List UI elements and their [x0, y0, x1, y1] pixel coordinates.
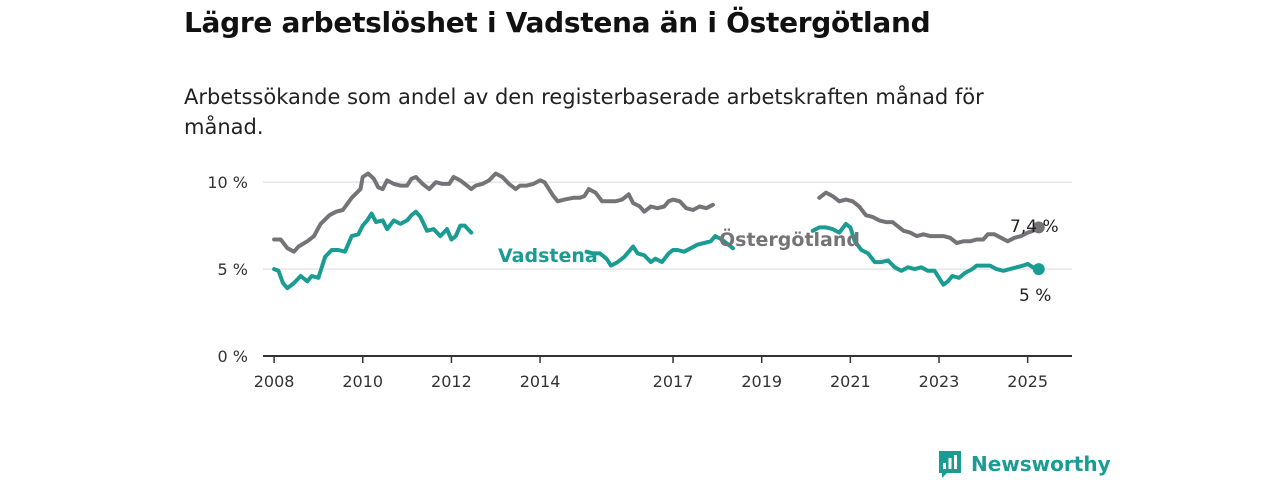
x-tick-label: 2019: [741, 372, 782, 391]
y-axis-ticks: 0 % 5 % 10 %: [207, 173, 248, 366]
series-line-vadstena: [272, 209, 474, 291]
x-tick-label: 2010: [342, 372, 383, 391]
end-value-label-ostergotland: 7,4 %: [1010, 217, 1059, 237]
y-tick-label: 0 %: [218, 347, 248, 366]
brand-name: Newsworthy: [971, 452, 1111, 476]
x-tick-label: 2012: [431, 372, 472, 391]
newsworthy-logo-icon: [939, 451, 961, 478]
y-tick-label: 10 %: [207, 173, 248, 192]
series-labels: Vadstena Östergötland 7,4 % 5 %: [498, 217, 1059, 306]
x-tick-label: 2017: [653, 372, 694, 391]
series-line-vadstena: [810, 221, 1041, 287]
series-lines: [272, 171, 1045, 291]
chart-subtitle: Arbetssökande som andel av den registerb…: [184, 85, 984, 139]
series-line-vadstena: [584, 234, 735, 268]
x-tick-label: 2025: [1007, 372, 1048, 391]
x-tick-label: 2023: [919, 372, 960, 391]
series-line-ostergotland: [817, 190, 1041, 245]
x-tick-label: 2021: [830, 372, 871, 391]
series-line-ostergotland: [272, 171, 715, 254]
end-value-label-vadstena: 5 %: [1019, 286, 1051, 306]
x-tick-label: 2008: [254, 372, 295, 391]
series-label-ostergotland: Östergötland: [719, 227, 860, 251]
grid-lines: [263, 181, 1072, 270]
series-label-vadstena: Vadstena: [498, 245, 598, 267]
x-axis-ticks: 2008 2010 2012 2014 2017 2019 2021 2023 2025: [254, 356, 1048, 391]
end-point-ostergotland: [1032, 221, 1045, 234]
chart-title: Lägre arbetslöshet i Vadstena än i Öster…: [184, 6, 931, 39]
x-tick-label: 2014: [520, 372, 561, 391]
end-point-vadstena: [1032, 263, 1045, 276]
y-tick-label: 5 %: [218, 260, 248, 279]
brand-logo: Newsworthy: [937, 449, 1111, 479]
